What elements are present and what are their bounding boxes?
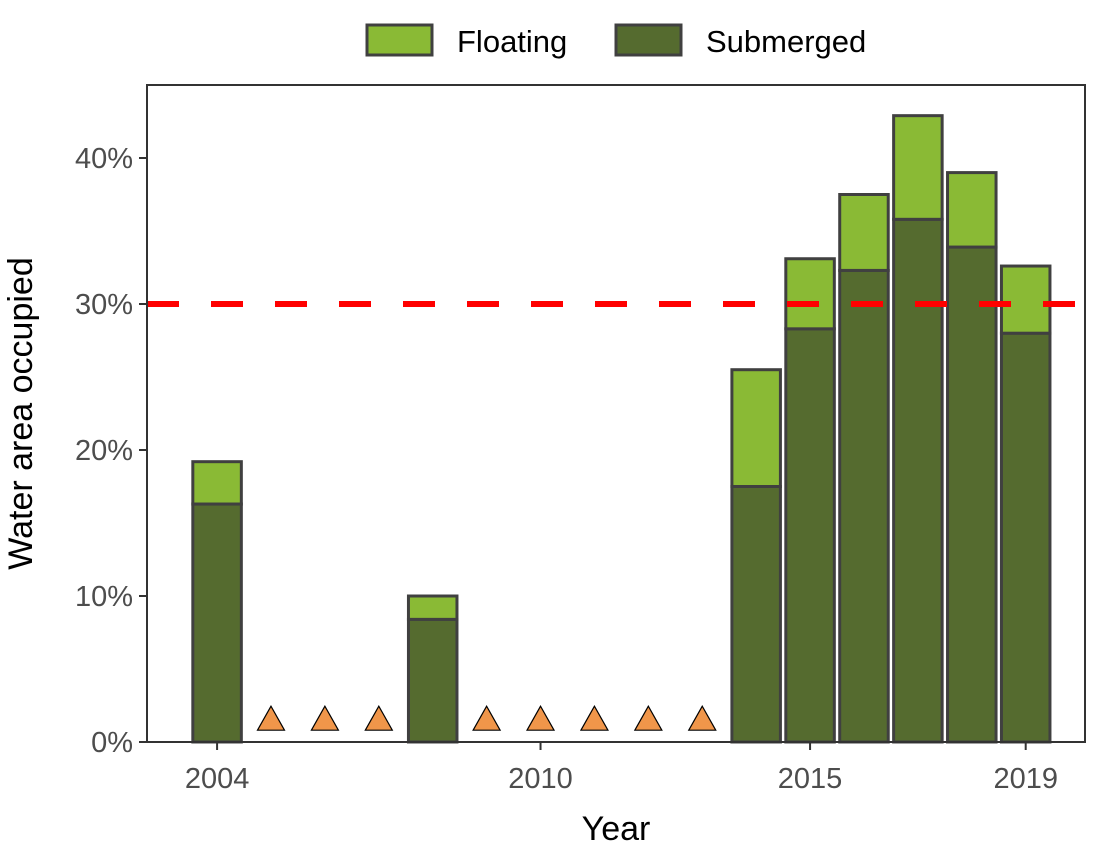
plot-panel-border [146, 84, 1086, 743]
triangle-marker-2007 [364, 704, 394, 731]
y-axis-title: Water area occupied [2, 257, 40, 569]
y-axis: 0% 10% 20% 30% 40% [75, 143, 147, 759]
legend: Floating Submerged [365, 23, 866, 59]
y-tick-label: 40% [75, 143, 133, 175]
x-axis-title: Year [582, 810, 651, 848]
bar-submerged-2008 [406, 617, 459, 744]
bars [191, 114, 1052, 744]
triangle-marker-2011 [579, 704, 609, 731]
bar-floating-2016 [838, 193, 890, 272]
no-data-markers [256, 704, 717, 731]
legend-key-submerged [614, 23, 683, 57]
bar-submerged-2014 [730, 485, 782, 744]
triangle-marker-2009 [472, 704, 502, 731]
bar-floating-2008 [406, 594, 459, 621]
legend-key-floating [365, 23, 434, 57]
legend-label-submerged: Submerged [706, 24, 866, 59]
bar-submerged-2016 [838, 268, 890, 744]
x-axis: 2004 2010 2015 2019 [185, 742, 1058, 795]
triangle-marker-2010 [526, 704, 556, 731]
triangle-marker-2012 [633, 704, 663, 731]
legend-label-floating: Floating [457, 24, 567, 59]
triangle-marker-2013 [687, 704, 717, 731]
triangle-marker-2006 [310, 704, 340, 731]
x-tick-label: 2015 [778, 763, 843, 795]
bar-floating-2014 [730, 368, 782, 489]
bar-submerged-2017 [892, 217, 944, 744]
x-tick-label: 2019 [993, 763, 1058, 795]
bar-floating-2017 [892, 114, 944, 221]
y-tick-label: 10% [75, 581, 133, 613]
bar-submerged-2004 [191, 502, 243, 744]
bar-floating-2015 [784, 257, 836, 331]
x-tick-label: 2010 [508, 763, 573, 795]
y-tick-label: 20% [75, 435, 133, 467]
triangle-marker-2005 [256, 704, 286, 731]
x-tick-label: 2004 [185, 763, 250, 795]
bar-submerged-2015 [784, 327, 836, 744]
y-tick-label: 0% [91, 727, 133, 759]
bar-floating-2018 [946, 171, 998, 249]
bar-submerged-2019 [999, 331, 1052, 744]
y-tick-label: 30% [75, 289, 133, 321]
bar-floating-2004 [191, 460, 243, 506]
bar-floating-2019 [999, 264, 1052, 335]
bar-submerged-2018 [946, 245, 998, 744]
